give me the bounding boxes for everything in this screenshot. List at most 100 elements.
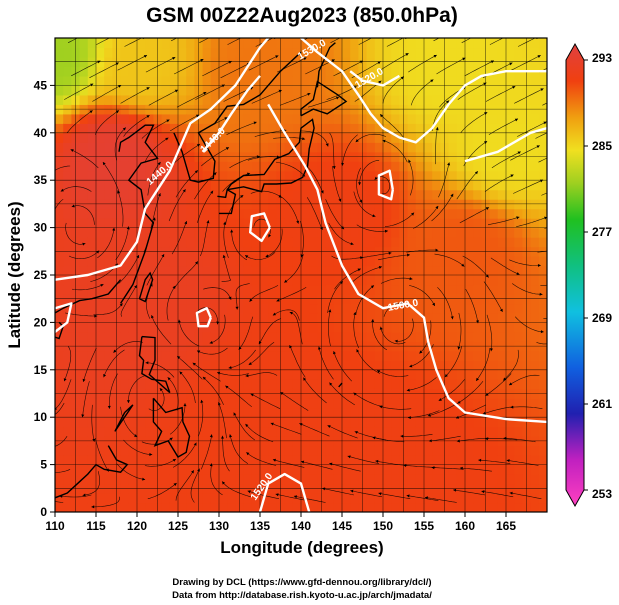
streamline [95, 438, 109, 472]
streamline-arrowhead [82, 493, 86, 497]
streamline-arrowhead [539, 179, 544, 183]
streamline [254, 129, 287, 137]
streamline-arrowhead [332, 166, 336, 169]
streamline [55, 402, 65, 415]
streamline [512, 283, 543, 295]
contour-line-4 [349, 70, 401, 87]
streamline-arrowhead [136, 255, 140, 259]
streamline-arrowhead [374, 176, 378, 180]
streamline-arrowhead [435, 205, 439, 210]
streamline [352, 266, 383, 282]
streamline-arrowhead [333, 351, 336, 355]
streamline-arrowhead [245, 255, 249, 259]
streamline [199, 38, 210, 43]
streamline-arrowhead [174, 89, 178, 93]
streamline-arrowhead [115, 62, 119, 66]
streamline-arrowhead [194, 170, 198, 174]
streamline [537, 250, 547, 253]
streamline-arrowhead [353, 312, 357, 315]
streamline-arrowhead [563, 24, 566, 27]
streamline [536, 342, 547, 345]
streamline-arrowhead [371, 319, 375, 323]
streamline [248, 342, 275, 366]
coastline-13 [316, 42, 336, 88]
streamline [223, 221, 229, 259]
streamline [514, 88, 544, 104]
streamline [303, 377, 327, 404]
streamline-arrowhead [247, 490, 251, 494]
streamline-arrowhead [246, 172, 251, 176]
streamline [145, 362, 175, 378]
streamline [300, 220, 304, 258]
streamline-arrowhead [289, 311, 293, 315]
streamline [124, 38, 143, 47]
streamline [246, 452, 277, 466]
streamline-arrowhead [378, 492, 382, 496]
streamline [334, 268, 361, 290]
streamline-arrowhead [537, 264, 541, 267]
streamline-arrowhead [63, 378, 67, 382]
streamline-arrowhead [510, 405, 514, 409]
streamline [144, 458, 177, 467]
streamline-arrowhead [431, 466, 435, 470]
streamline-arrowhead [322, 487, 326, 491]
streamline [66, 110, 93, 133]
streamline-arrowhead [103, 374, 107, 378]
streamline-arrowhead [134, 434, 138, 437]
streamline-arrowhead [222, 481, 225, 485]
streamline-arrowhead [485, 207, 489, 210]
streamline [329, 382, 355, 406]
streamline-arrowhead [179, 371, 183, 375]
streamline [306, 197, 323, 231]
streamline-arrowhead [218, 402, 221, 406]
streamline-arrowhead [70, 149, 74, 152]
streamline-arrowhead [485, 392, 489, 396]
streamline-arrowhead [200, 59, 204, 62]
streamline [280, 391, 309, 411]
streamline-arrowhead [353, 392, 357, 396]
streamline [68, 250, 100, 260]
streamline [102, 161, 120, 194]
streamline [403, 464, 436, 468]
colorbar: 293 285 277 269 261 253 [565, 42, 612, 508]
streamline [198, 117, 228, 134]
streamline [482, 406, 515, 415]
streamline [221, 481, 251, 498]
streamline [197, 190, 214, 223]
streamline [141, 119, 170, 139]
streamline [329, 463, 361, 472]
streamline [202, 376, 224, 406]
streamline-arrowhead [192, 362, 196, 366]
streamline [516, 216, 547, 227]
streamline-arrowhead [379, 326, 383, 330]
streamline [475, 347, 491, 382]
streamline [60, 186, 92, 192]
streamline [250, 190, 282, 198]
y-tick-label: 40 [34, 126, 48, 140]
streamline-arrowhead [385, 29, 388, 32]
streamline [120, 284, 138, 317]
streamline [55, 501, 64, 503]
y-tick-label: 15 [34, 363, 48, 377]
contour-line-10 [464, 126, 547, 163]
streamline-arrowhead [245, 374, 249, 378]
streamline [71, 205, 95, 225]
streamline [249, 285, 279, 302]
streamline [172, 143, 201, 165]
streamline-arrowhead [476, 320, 479, 324]
streamline-arrowhead [275, 55, 279, 59]
streamline [384, 212, 415, 227]
streamline-arrowhead [117, 190, 120, 194]
streamline-arrowhead [149, 452, 153, 456]
coastline-12 [338, 382, 343, 388]
streamline [148, 387, 165, 411]
streamline [536, 38, 540, 40]
streamline [329, 132, 335, 170]
streamline-arrowhead [268, 234, 272, 238]
streamline-arrowhead [105, 468, 109, 472]
streamline [229, 156, 260, 169]
streamline [379, 405, 412, 410]
x-tick-label: 130 [209, 519, 229, 533]
streamline [222, 435, 230, 472]
streamline-arrowhead [272, 312, 277, 316]
